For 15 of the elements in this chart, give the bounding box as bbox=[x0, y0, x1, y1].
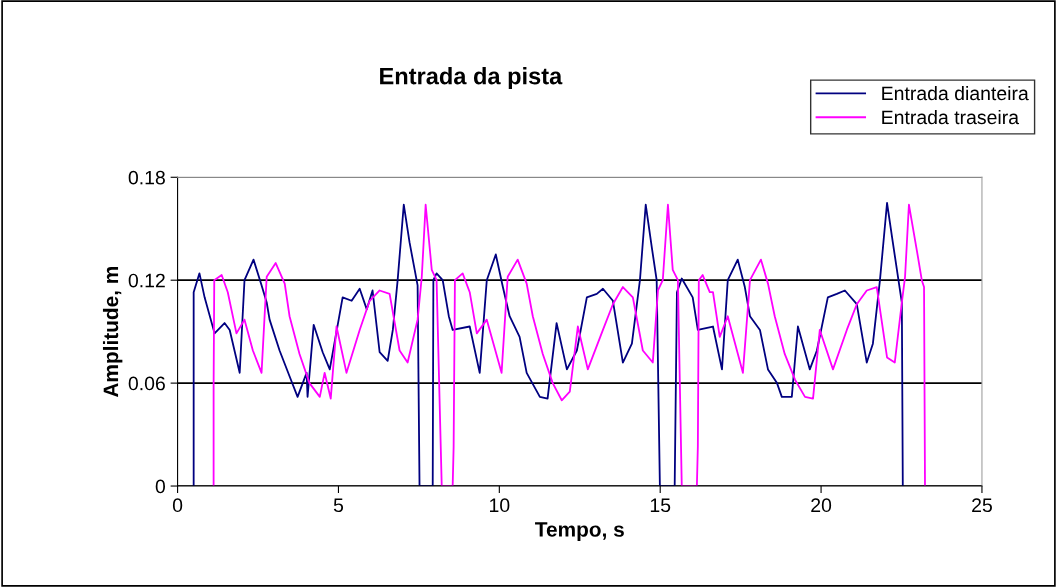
y-tick-label: 0.12 bbox=[128, 273, 165, 288]
y-tick-label: 0 bbox=[155, 479, 166, 494]
chart-title: Entrada da pista bbox=[380, 67, 563, 90]
y-axis-title: Amplitude, m bbox=[102, 266, 123, 398]
x-tick-label: 10 bbox=[490, 498, 510, 513]
x-tick-label: 5 bbox=[333, 498, 344, 513]
x-tick-label: 15 bbox=[650, 498, 671, 513]
y-tick-label: 0.18 bbox=[128, 170, 165, 185]
x-axis-title: Tempo, s bbox=[535, 522, 624, 541]
x-tick-label: 20 bbox=[811, 498, 832, 513]
legend-label: Entrada traseira bbox=[882, 109, 1020, 125]
x-tick-label: 0 bbox=[172, 498, 183, 513]
x-tick-label: 25 bbox=[972, 498, 992, 513]
legend-label: Entrada dianteira bbox=[882, 86, 1029, 101]
y-tick-label: 0.06 bbox=[128, 376, 165, 391]
